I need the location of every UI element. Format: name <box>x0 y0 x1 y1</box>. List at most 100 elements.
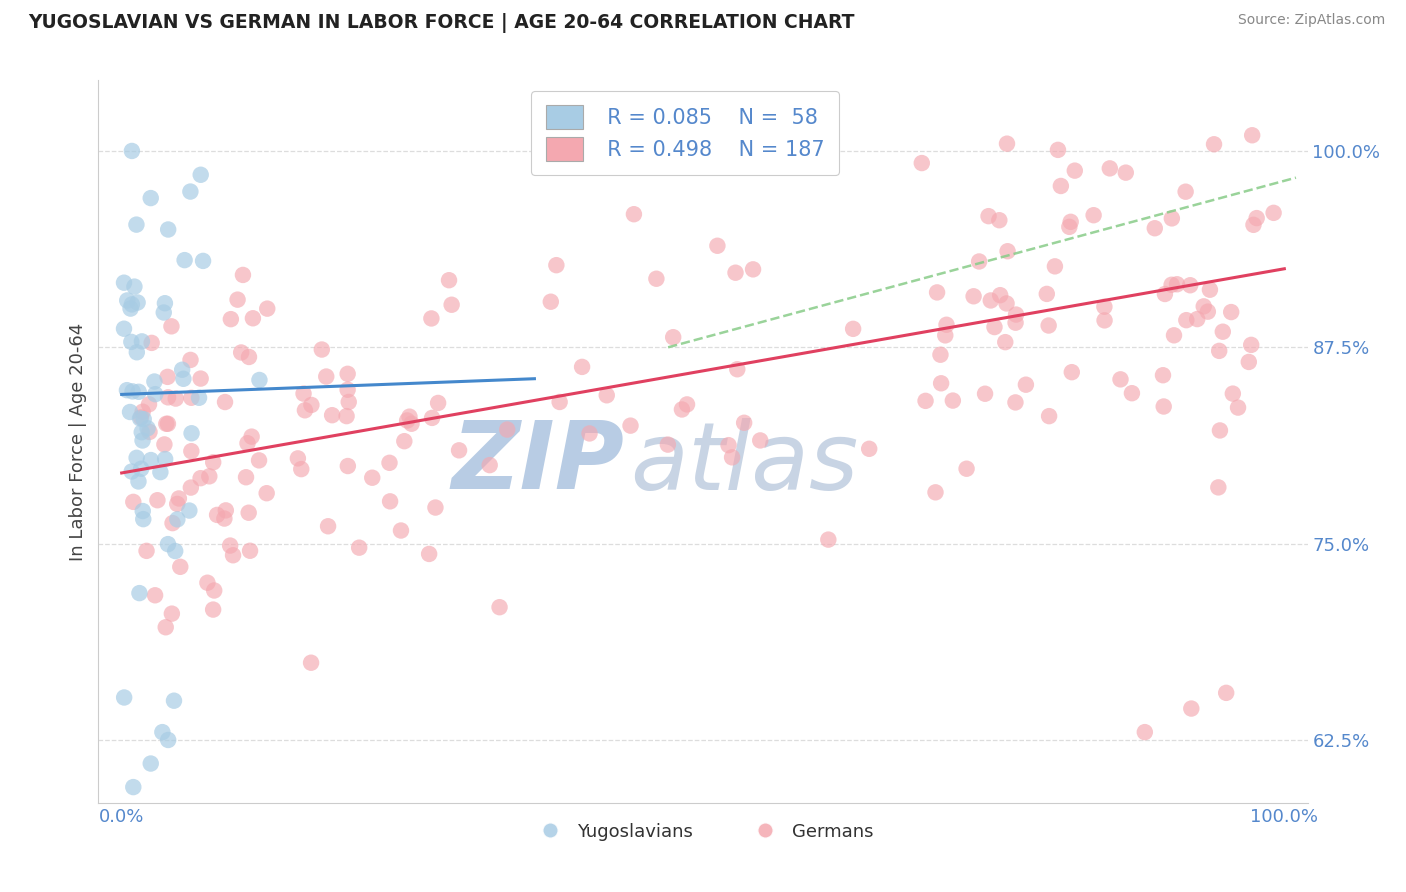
Point <box>396 413 419 427</box>
Point <box>1143 221 1166 235</box>
Point <box>1115 166 1137 180</box>
Point <box>929 348 952 362</box>
Point <box>169 559 191 574</box>
Point <box>132 504 155 518</box>
Point <box>214 395 236 409</box>
Point <box>214 511 236 525</box>
Point <box>121 297 143 311</box>
Point <box>299 398 322 412</box>
Point <box>347 541 370 555</box>
Point <box>1094 313 1116 327</box>
Point <box>129 461 152 475</box>
Point <box>911 156 934 170</box>
Point <box>202 602 225 616</box>
Point <box>967 254 990 268</box>
Point <box>202 583 225 598</box>
Point <box>311 343 333 357</box>
Point <box>1166 277 1188 292</box>
Point <box>160 607 183 621</box>
Point <box>153 296 176 310</box>
Point <box>249 373 271 387</box>
Point <box>215 503 238 517</box>
Point <box>1227 401 1250 415</box>
Point <box>1038 409 1060 424</box>
Point <box>152 305 174 319</box>
Point <box>290 462 312 476</box>
Point <box>706 239 728 253</box>
Point <box>219 312 242 326</box>
Point <box>155 417 177 431</box>
Point <box>336 383 359 397</box>
Point <box>398 409 420 424</box>
Point <box>671 402 693 417</box>
Point <box>131 425 153 440</box>
Point <box>1043 260 1066 274</box>
Point <box>236 436 259 450</box>
Point <box>717 438 740 452</box>
Point <box>420 311 443 326</box>
Point <box>156 370 179 384</box>
Point <box>131 434 153 448</box>
Point <box>657 437 679 451</box>
Point <box>1202 137 1225 152</box>
Point <box>112 690 135 705</box>
Point <box>139 191 162 205</box>
Point <box>389 524 412 538</box>
Point <box>219 539 242 553</box>
Point <box>180 444 202 458</box>
Point <box>129 411 152 425</box>
Point <box>131 405 153 419</box>
Point <box>994 335 1017 350</box>
Point <box>125 218 148 232</box>
Point <box>1133 725 1156 739</box>
Point <box>153 452 176 467</box>
Point <box>842 322 865 336</box>
Y-axis label: In Labor Force | Age 20-64: In Labor Force | Age 20-64 <box>69 322 87 561</box>
Point <box>150 725 173 739</box>
Point <box>478 458 501 472</box>
Point <box>378 494 401 508</box>
Point <box>336 367 359 381</box>
Point <box>165 544 187 558</box>
Point <box>1215 686 1237 700</box>
Point <box>222 548 245 562</box>
Point <box>299 656 322 670</box>
Point <box>121 465 143 479</box>
Point <box>1004 316 1026 330</box>
Point <box>336 458 359 473</box>
Point <box>115 383 138 397</box>
Point <box>721 450 744 465</box>
Point <box>724 266 747 280</box>
Point <box>1246 211 1268 226</box>
Point <box>143 387 166 401</box>
Point <box>120 334 142 349</box>
Point <box>138 425 160 439</box>
Point <box>1060 215 1083 229</box>
Point <box>1175 313 1198 327</box>
Point <box>122 780 145 794</box>
Point <box>1160 277 1182 292</box>
Point <box>1237 355 1260 369</box>
Point <box>172 372 194 386</box>
Point <box>1199 283 1222 297</box>
Point <box>361 471 384 485</box>
Point <box>1109 372 1132 386</box>
Point <box>321 408 343 422</box>
Point <box>157 390 180 404</box>
Point <box>115 293 138 308</box>
Point <box>1005 308 1028 322</box>
Point <box>925 285 948 300</box>
Point <box>1083 208 1105 222</box>
Point <box>235 470 257 484</box>
Point <box>128 586 150 600</box>
Point <box>166 512 188 526</box>
Point <box>240 429 263 443</box>
Point <box>645 271 668 285</box>
Point <box>1220 305 1243 319</box>
Point <box>239 543 262 558</box>
Point <box>1038 318 1060 333</box>
Point <box>129 410 152 425</box>
Point <box>162 516 184 530</box>
Point <box>173 253 195 268</box>
Point <box>149 465 172 479</box>
